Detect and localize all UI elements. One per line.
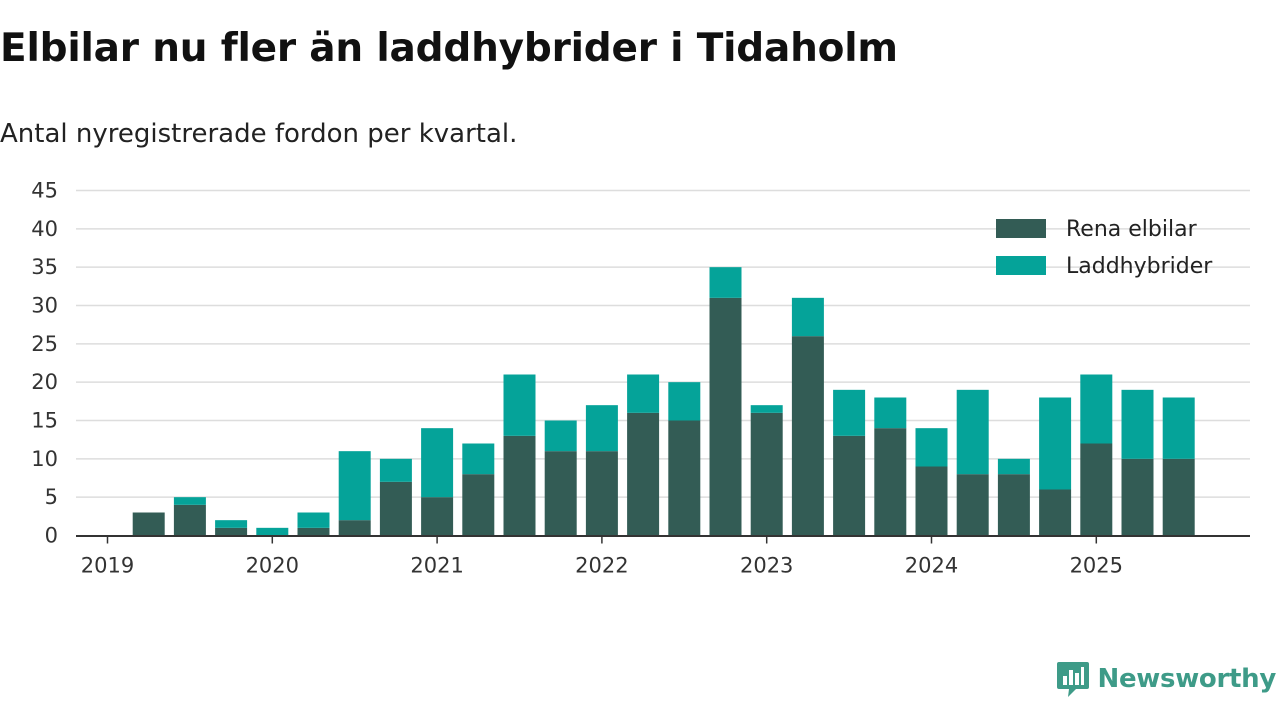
bar-laddhybrider — [874, 397, 907, 429]
bar-laddhybrider — [750, 405, 783, 413]
bar-laddhybrider — [585, 405, 618, 452]
bar-laddhybrider — [915, 428, 948, 467]
newsworthy-logo-icon — [1056, 662, 1089, 697]
x-tick-label: 2019 — [81, 554, 134, 578]
x-tick-label: 2024 — [905, 554, 958, 578]
chart-title: Elbilar nu fler än laddhybrider i Tidaho… — [0, 26, 898, 71]
y-tick-label: 10 — [31, 447, 58, 471]
x-tick-label: 2022 — [575, 554, 628, 578]
bar-laddhybrider — [833, 389, 866, 436]
x-tick-label: 2025 — [1070, 554, 1123, 578]
bar-laddhybrider — [791, 297, 824, 337]
bar-rena-elbilar — [297, 527, 330, 536]
bar-rena-elbilar — [874, 428, 907, 536]
bar-laddhybrider — [709, 267, 742, 298]
legend-swatch-laddhybrider — [996, 256, 1046, 275]
bar-laddhybrider — [503, 374, 536, 436]
bar-rena-elbilar — [421, 497, 454, 536]
bar-rena-elbilar — [709, 297, 742, 536]
bar-laddhybrider — [544, 420, 577, 452]
bar-rena-elbilar — [833, 435, 866, 536]
bar-rena-elbilar — [544, 451, 577, 536]
bar-rena-elbilar — [997, 474, 1030, 536]
bar-rena-elbilar — [627, 412, 660, 536]
bar-rena-elbilar — [173, 504, 206, 536]
legend-swatch-rena-elbilar — [996, 219, 1046, 238]
y-tick-label: 30 — [31, 294, 58, 318]
bar-rena-elbilar — [1121, 458, 1154, 536]
newsworthy-logo-text: Newsworthy — [1097, 664, 1277, 694]
y-tick-label: 35 — [31, 255, 58, 279]
bar-laddhybrider — [627, 374, 660, 413]
bar-rena-elbilar — [668, 420, 701, 536]
bar-laddhybrider — [668, 382, 701, 421]
y-tick-label: 0 — [45, 524, 58, 548]
bar-rena-elbilar — [379, 481, 412, 536]
chart-subtitle: Antal nyregistrerade fordon per kvartal. — [0, 119, 518, 149]
bar-rena-elbilar — [791, 336, 824, 536]
y-tick-label: 40 — [31, 217, 58, 241]
y-tick-label: 15 — [31, 409, 58, 433]
bar-rena-elbilar — [1080, 443, 1113, 536]
bar-rena-elbilar — [750, 412, 783, 536]
bar-rena-elbilar — [338, 520, 371, 536]
y-tick-label: 5 — [45, 485, 58, 509]
y-tick-label: 25 — [31, 332, 58, 356]
bar-laddhybrider — [215, 520, 248, 528]
bar-laddhybrider — [462, 443, 495, 475]
x-tick-label: 2023 — [740, 554, 793, 578]
bar-laddhybrider — [1121, 389, 1154, 459]
bar-rena-elbilar — [1039, 489, 1072, 536]
bar-laddhybrider — [1080, 374, 1113, 444]
bar-laddhybrider — [997, 458, 1030, 475]
bar-rena-elbilar — [956, 474, 989, 536]
bar-rena-elbilar — [462, 474, 495, 536]
y-tick-label: 20 — [31, 370, 58, 394]
bar-laddhybrider — [256, 527, 289, 536]
bar-rena-elbilar — [915, 466, 948, 536]
bar-laddhybrider — [1162, 397, 1195, 459]
bar-laddhybrider — [173, 497, 206, 505]
bar-laddhybrider — [1039, 397, 1072, 490]
bar-rena-elbilar — [503, 435, 536, 536]
newsworthy-logo: Newsworthy — [1056, 660, 1276, 698]
y-tick-label: 45 — [31, 179, 58, 203]
x-tick-label: 2020 — [246, 554, 299, 578]
legend-label-rena-elbilar: Rena elbilar — [1066, 217, 1198, 242]
bar-laddhybrider — [956, 389, 989, 475]
bar-rena-elbilar — [215, 527, 248, 536]
bar-laddhybrider — [297, 512, 330, 528]
bar-rena-elbilar — [1162, 458, 1195, 536]
bar-rena-elbilar — [132, 512, 165, 536]
bar-laddhybrider — [338, 451, 371, 521]
x-tick-label: 2021 — [410, 554, 463, 578]
bar-laddhybrider — [421, 428, 454, 498]
bar-laddhybrider — [379, 458, 412, 482]
bar-rena-elbilar — [585, 451, 618, 536]
legend-label-laddhybrider: Laddhybrider — [1066, 254, 1213, 279]
